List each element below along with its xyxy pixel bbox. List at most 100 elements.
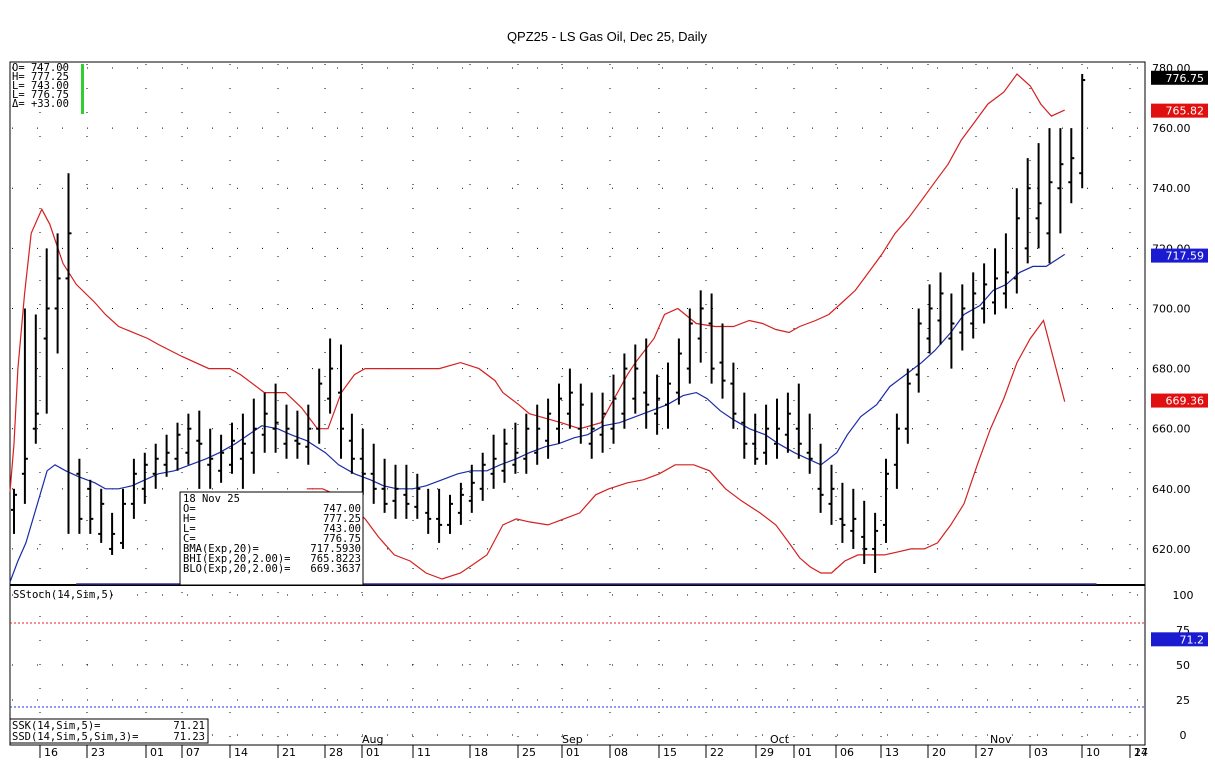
date-label-3: 07 — [186, 746, 200, 759]
info-label-0: O= — [183, 503, 196, 515]
grid-dots — [12, 64, 1145, 743]
svg-text:765.82: 765.82 — [1166, 105, 1205, 118]
price-axis: 780.00760.00740.00720.00700.00680.00660.… — [1152, 62, 1191, 556]
ohlc-bar-35 — [392, 464, 399, 519]
stoch-title: SStoch(14,Sim,5) — [13, 589, 114, 601]
ohlc-bar-59 — [654, 374, 661, 435]
ohlc-bar-27 — [305, 404, 312, 465]
date-label-16: 01 — [798, 746, 812, 759]
info-label-3: C= — [183, 533, 196, 545]
ohlc-bar-6 — [76, 458, 83, 534]
stoch-value-box: SSK(14,Sim,5)= 71.21 SSD(14,Sim,5,Sim,3)… — [9, 718, 209, 744]
ohlc-bar-8 — [98, 488, 105, 543]
ohlc-low: L= 743.00 — [12, 80, 69, 92]
svg-text:776.75: 776.75 — [1166, 72, 1205, 85]
ohlc-bar-20 — [229, 422, 235, 474]
ohlc-bar-76 — [839, 482, 846, 543]
info-label-4: BMA(Exp,20)= — [183, 543, 259, 555]
ohlc-bar-88 — [970, 272, 977, 339]
ohlc-bar-36 — [403, 464, 410, 519]
bollinger-bands — [9, 73, 1066, 583]
ohlc-high: H= 777.25 — [12, 71, 69, 83]
date-label-14: 22 — [710, 746, 724, 759]
date-label-4: 14 — [234, 746, 248, 759]
ohlc-bar-23 — [261, 392, 268, 453]
ohlc-bar-46 — [512, 422, 519, 474]
svg-text:717.59: 717.59 — [1166, 250, 1205, 263]
ohlc-bar-66 — [730, 362, 737, 429]
ohlc-bar-68 — [752, 413, 759, 465]
ohlc-bar-79 — [872, 512, 879, 573]
ohlc-bar-0 — [11, 488, 17, 534]
ohlc-bar-14 — [163, 434, 170, 477]
data-info-box: 18 Nov 25 O= 747.00 H= 777.25 L= 743.00 C= 776.… — [179, 491, 364, 586]
ohlc-bar-85 — [937, 272, 944, 345]
date-label-7: 01 — [366, 746, 380, 759]
ohlc-bar-73 — [806, 413, 813, 474]
info-value-2: 743.00 — [323, 523, 361, 535]
date-label-11: 01 — [566, 746, 580, 759]
ohlc-bar-3 — [43, 248, 50, 414]
date-label-5: 21 — [282, 746, 296, 759]
month-label-3: Nov — [990, 733, 1012, 746]
ohlc-bar-97 — [1068, 128, 1075, 204]
ohlc-bar-71 — [784, 392, 791, 453]
ohlc-bar-55 — [610, 374, 617, 444]
date-label-9: 18 — [474, 746, 488, 759]
date-label-18: 13 — [885, 746, 899, 759]
ohlc-bar-1 — [21, 308, 28, 504]
price-tick-6: 660.00 — [1152, 423, 1191, 436]
upper-band-line — [9, 73, 1065, 492]
ohlc-bar-32 — [359, 428, 366, 495]
date-label-10: 25 — [522, 746, 536, 759]
stoch-tick-0: 100 — [1173, 589, 1194, 602]
info-value-4: 717.5930 — [310, 543, 361, 555]
ohlc-bar-90 — [992, 248, 998, 315]
ohlc-bar-19 — [218, 434, 225, 483]
price-tag-1: 765.82 — [1151, 103, 1208, 118]
ohlc-bar-44 — [490, 434, 497, 489]
ohlc-open: O= 747.00 — [12, 62, 69, 74]
ohlc-bar-25 — [283, 404, 290, 459]
ohlc-bar-84 — [926, 284, 933, 354]
ohlc-bar-40 — [447, 494, 453, 534]
info-label-1: H= — [183, 513, 196, 525]
ohlc-bar-38 — [425, 488, 432, 534]
ssd-label: SSD(14,Sim,5,Sim,3)= — [12, 731, 138, 743]
ohlc-bar-16 — [185, 413, 192, 465]
ohlc-bar-54 — [599, 392, 606, 453]
ohlc-bar-39 — [436, 488, 443, 543]
ohlc-bar-28 — [316, 368, 323, 444]
ohlc-bar-41 — [457, 482, 464, 525]
ohlc-bar-69 — [763, 404, 770, 465]
date-label-19: 20 — [932, 746, 946, 759]
date-label-1: 23 — [91, 746, 105, 759]
date-label-2: 01 — [150, 746, 164, 759]
ohlc-bar-7 — [87, 479, 94, 534]
date-label-6: 28 — [329, 746, 343, 759]
info-value-0: 747.00 — [323, 503, 361, 515]
date-label-21: 03 — [1034, 746, 1048, 759]
ohlc-bar-42 — [468, 464, 475, 513]
mid-band-line — [9, 253, 1066, 583]
ohlc-bar-21 — [239, 413, 246, 489]
svg-text:71.2: 71.2 — [1180, 633, 1205, 646]
ohlc-bar-65 — [719, 323, 726, 399]
ohlc-bar-49 — [545, 398, 552, 459]
info-label-2: L= — [183, 523, 196, 535]
date-label-20: 27 — [980, 746, 994, 759]
ohlc-bar-17 — [196, 410, 203, 489]
info-label-5: BHI(Exp,20,2.00)= — [183, 553, 290, 565]
ohlc-bar-61 — [675, 338, 682, 405]
lower-band-line — [306, 319, 1066, 580]
price-tag-2: 717.59 — [1151, 248, 1208, 263]
date-label-23: 17 — [1134, 746, 1148, 759]
info-date: 18 Nov 25 — [183, 493, 240, 505]
price-tick-5: 680.00 — [1152, 363, 1191, 376]
ohlc-bar-18 — [207, 428, 214, 489]
date-label-8: 11 — [417, 746, 431, 759]
date-label-24: 24 — [1134, 746, 1148, 759]
price-tick-1: 760.00 — [1152, 122, 1191, 135]
ohlc-bar-47 — [523, 413, 530, 474]
